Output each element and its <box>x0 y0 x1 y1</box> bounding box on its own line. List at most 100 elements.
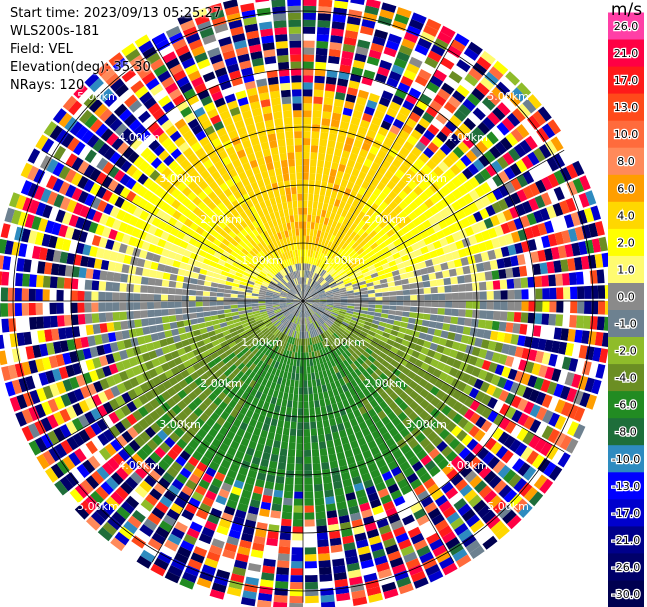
velocity-gate <box>112 57 128 72</box>
velocity-gate <box>316 420 324 429</box>
velocity-gate <box>431 336 441 344</box>
velocity-gate <box>42 450 56 466</box>
velocity-gate <box>585 394 597 410</box>
velocity-gate <box>207 234 216 243</box>
velocity-gate <box>339 369 347 378</box>
velocity-gate <box>523 486 538 502</box>
velocity-gate <box>257 275 265 281</box>
velocity-gate <box>570 286 578 299</box>
velocity-gate <box>445 421 457 433</box>
velocity-gate <box>152 126 165 139</box>
velocity-gate <box>181 485 194 497</box>
velocity-gate <box>190 422 201 434</box>
velocity-gate <box>65 184 77 198</box>
velocity-gate <box>501 366 511 378</box>
velocity-gate <box>190 318 198 325</box>
velocity-gate <box>303 310 305 318</box>
velocity-gate <box>390 466 402 477</box>
velocity-gate <box>286 321 292 328</box>
velocity-gate <box>322 104 333 113</box>
velocity-gate <box>188 301 196 307</box>
velocity-gate <box>59 340 69 353</box>
velocity-gate <box>250 181 259 191</box>
velocity-gate <box>270 510 281 519</box>
velocity-gate <box>293 271 297 279</box>
velocity-gate <box>286 313 292 319</box>
velocity-gate <box>240 334 248 341</box>
velocity-gate <box>389 557 404 568</box>
velocity-gate <box>426 243 436 252</box>
velocity-gate <box>370 202 379 212</box>
velocity-gate <box>325 338 332 346</box>
velocity-gate <box>309 358 314 367</box>
velocity-gate <box>280 317 287 323</box>
velocity-gate <box>428 272 437 280</box>
velocity-gate <box>202 291 211 297</box>
velocity-gate <box>231 311 239 317</box>
velocity-gate <box>303 291 305 299</box>
velocity-gate <box>534 350 545 364</box>
velocity-gate <box>73 388 85 402</box>
velocity-gate <box>420 31 436 44</box>
velocity-gate <box>92 138 105 152</box>
velocity-gate <box>472 309 480 319</box>
velocity-gate <box>399 106 411 117</box>
velocity-gate <box>38 218 49 232</box>
velocity-gate <box>253 266 261 273</box>
velocity-gate <box>340 323 348 329</box>
velocity-gate <box>251 324 259 331</box>
velocity-gate <box>224 309 232 314</box>
velocity-gate <box>493 290 501 300</box>
velocity-gate <box>336 592 351 602</box>
velocity-gate <box>268 460 278 469</box>
velocity-gate <box>357 277 366 283</box>
velocity-gate <box>548 353 558 367</box>
velocity-gate <box>370 542 384 552</box>
velocity-gate <box>437 308 445 315</box>
velocity-gate <box>170 558 186 571</box>
velocity-gate <box>507 345 517 356</box>
velocity-gate <box>207 265 216 273</box>
velocity-gate <box>418 213 428 223</box>
velocity-gate <box>88 370 99 382</box>
velocity-gate <box>362 340 370 348</box>
velocity-gate <box>392 432 403 443</box>
velocity-gate <box>214 406 224 416</box>
velocity-gate <box>431 257 440 266</box>
velocity-gate <box>208 402 218 412</box>
velocity-gate <box>288 351 293 359</box>
velocity-gate <box>348 239 356 247</box>
velocity-gate <box>203 101 216 113</box>
velocity-gate <box>269 140 278 149</box>
velocity-gate <box>486 92 501 106</box>
velocity-gate <box>303 12 316 20</box>
velocity-gate <box>373 155 384 166</box>
velocity-gate <box>353 139 363 149</box>
velocity-gate <box>121 43 137 57</box>
velocity-gate <box>455 159 467 171</box>
velocity-gate <box>303 110 312 118</box>
velocity-gate <box>137 230 148 241</box>
velocity-gate <box>15 194 27 210</box>
velocity-gate <box>194 52 208 64</box>
velocity-gate <box>228 492 240 503</box>
velocity-gate <box>283 356 288 365</box>
velocity-gate <box>66 436 79 451</box>
velocity-gate <box>251 412 260 421</box>
velocity-gate <box>277 139 286 147</box>
velocity-gate <box>189 222 199 232</box>
velocity-gate <box>465 301 473 309</box>
velocity-gate <box>170 502 184 515</box>
velocity-gate <box>277 339 283 347</box>
velocity-gate <box>455 240 465 250</box>
velocity-gate <box>293 512 303 520</box>
velocity-gate <box>231 384 240 394</box>
velocity-gate <box>496 258 505 269</box>
velocity-gate <box>349 152 358 162</box>
velocity-gate <box>9 396 21 412</box>
velocity-gate <box>391 158 402 169</box>
velocity-gate <box>305 588 319 597</box>
velocity-gate <box>368 304 376 308</box>
velocity-gate <box>216 127 227 138</box>
velocity-gate <box>114 231 125 242</box>
